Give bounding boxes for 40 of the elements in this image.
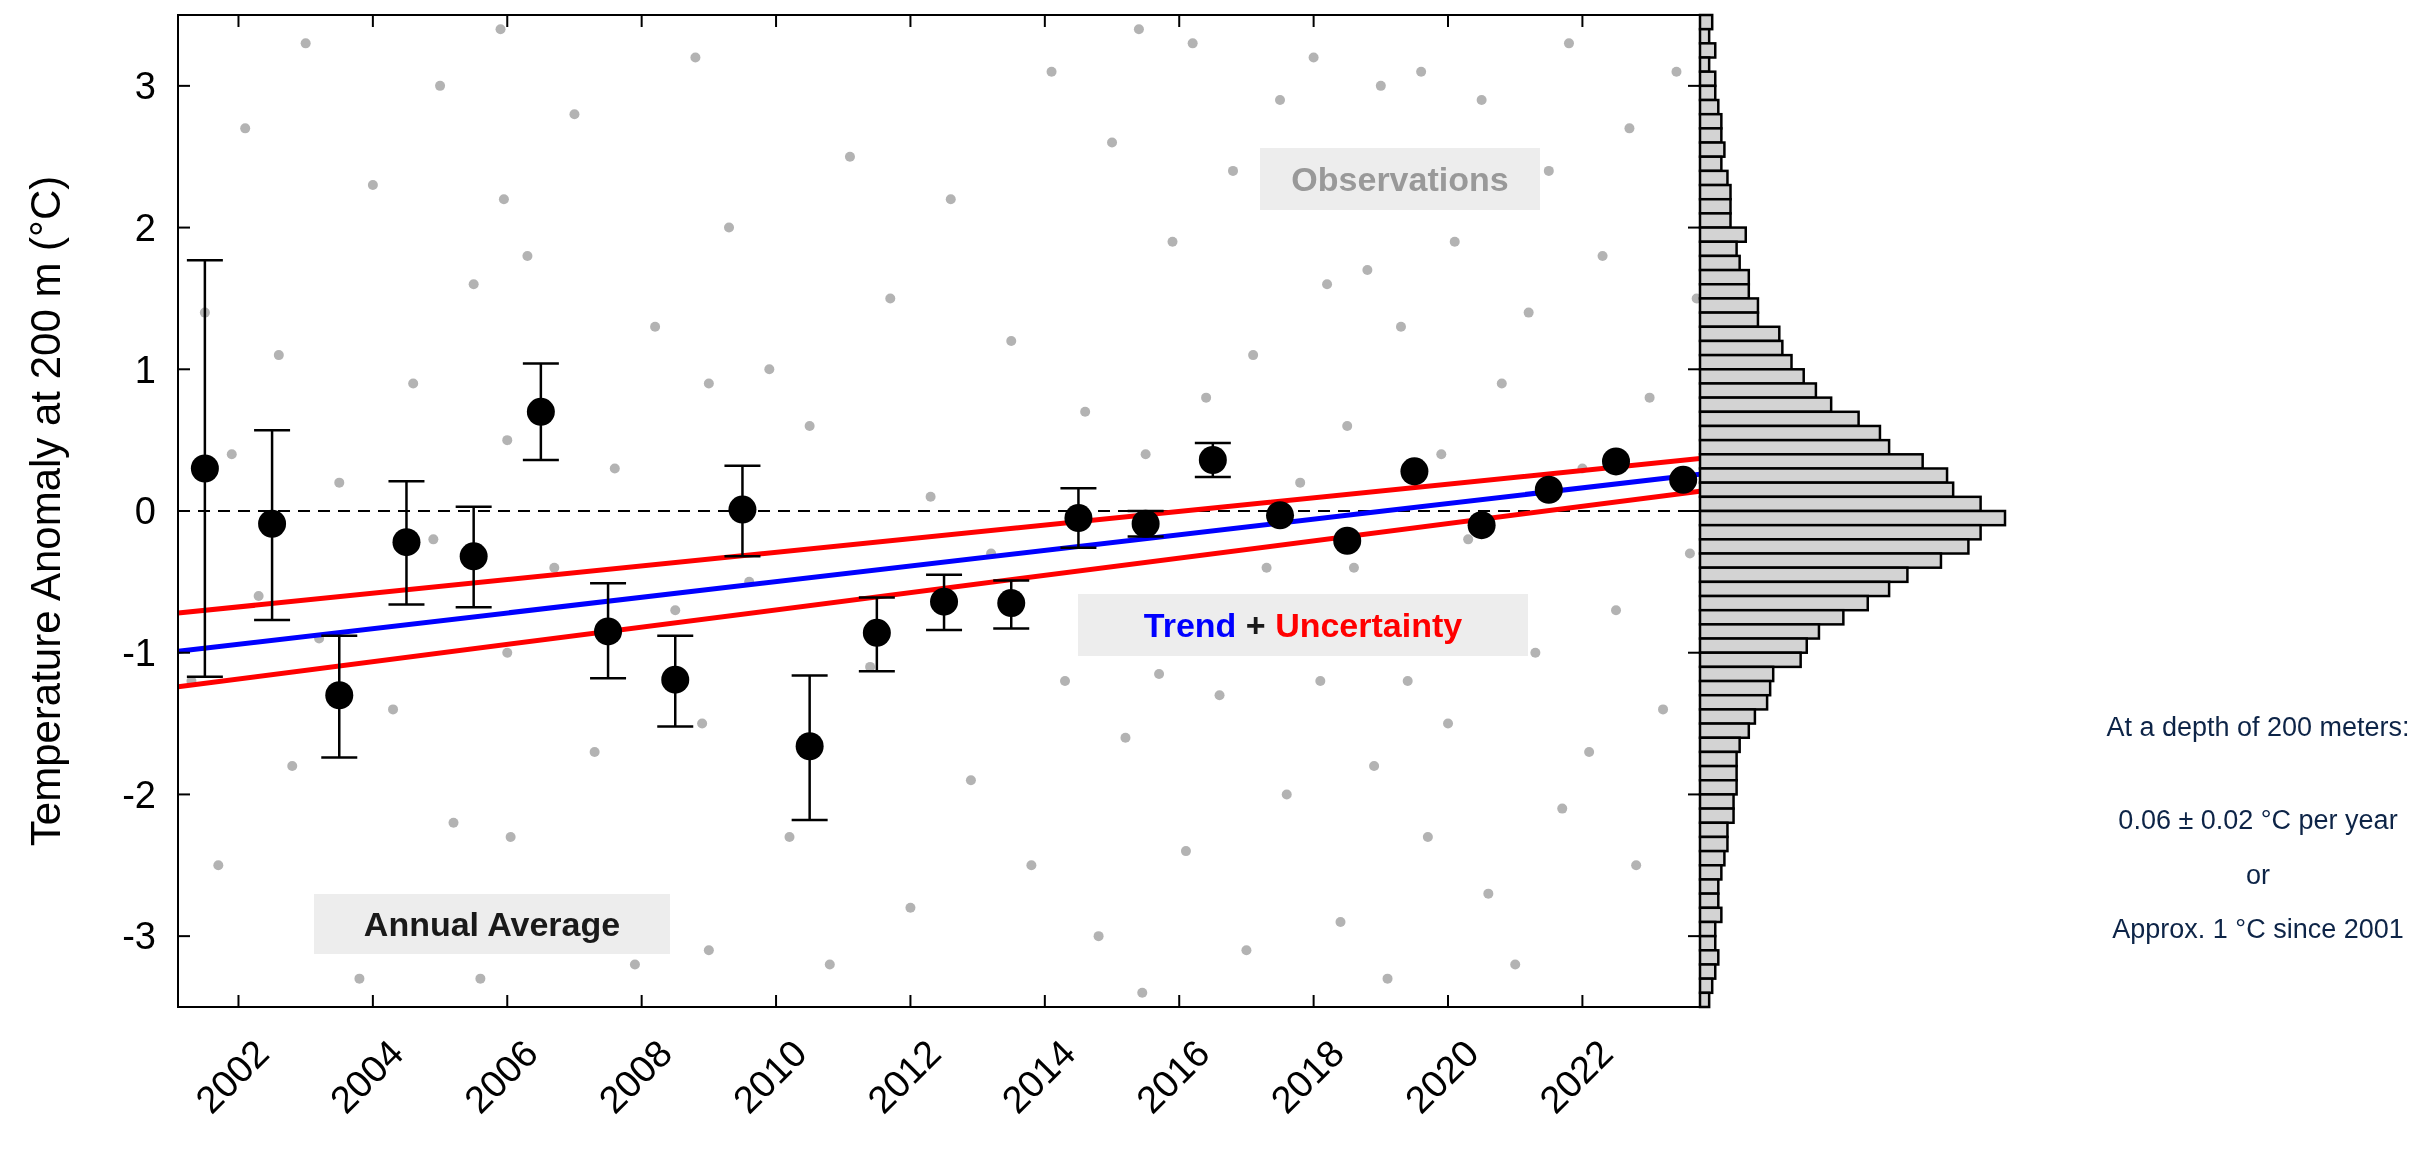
y-tick-label: -1 bbox=[122, 632, 156, 675]
text: Approx. 1 °C since 2001 bbox=[2112, 914, 2404, 944]
point bbox=[930, 587, 959, 616]
point bbox=[1198, 446, 1227, 474]
text: At a depth of 200 meters: bbox=[2106, 712, 2410, 742]
point bbox=[594, 617, 623, 646]
point bbox=[1333, 526, 1362, 555]
point bbox=[258, 509, 287, 538]
point bbox=[1131, 509, 1160, 538]
point bbox=[795, 732, 824, 761]
y-tick-label: -3 bbox=[122, 915, 156, 958]
point bbox=[1669, 465, 1698, 494]
point bbox=[1064, 504, 1093, 533]
point bbox=[325, 681, 354, 710]
y-tick-label: 0 bbox=[134, 490, 156, 533]
point bbox=[661, 665, 690, 694]
text: Annual Average bbox=[363, 904, 621, 943]
y-tick-label: -2 bbox=[122, 773, 156, 816]
point bbox=[392, 528, 421, 557]
point bbox=[728, 495, 757, 524]
series-label: Trend bbox=[1143, 605, 1237, 644]
point bbox=[526, 397, 555, 426]
point bbox=[997, 589, 1026, 618]
point bbox=[862, 618, 891, 647]
point bbox=[1534, 475, 1563, 504]
series-label: Observations bbox=[1291, 159, 1509, 198]
text: or bbox=[2245, 860, 2271, 890]
point bbox=[459, 542, 488, 571]
y-axis-title: Temperature Anomaly at 200 m (°C) bbox=[22, 175, 69, 847]
text: Uncertainty bbox=[1275, 605, 1463, 644]
point bbox=[190, 454, 219, 483]
y-tick-label: 1 bbox=[134, 348, 156, 391]
annotation: + bbox=[1236, 605, 1276, 644]
point bbox=[1602, 447, 1630, 476]
point bbox=[1467, 511, 1496, 540]
point bbox=[1266, 501, 1295, 530]
point bbox=[1400, 457, 1429, 486]
text: 0.06 ± 0.02 °C per year bbox=[2118, 805, 2398, 835]
y-tick-label: 2 bbox=[134, 206, 156, 249]
y-tick-label: 3 bbox=[134, 65, 156, 108]
